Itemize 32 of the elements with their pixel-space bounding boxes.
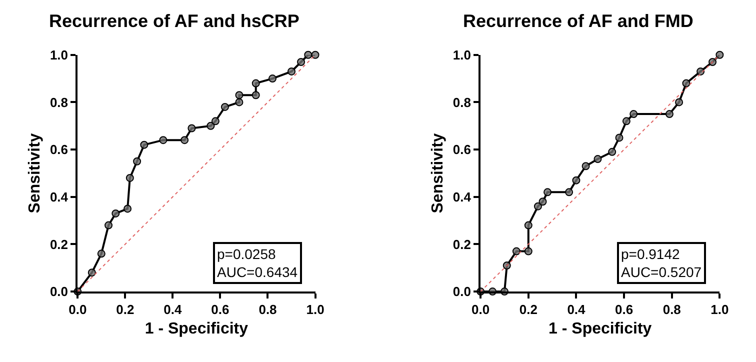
chart-title: Recurrence of AF and FMD [463,11,694,31]
x-tick-label: 0.8 [662,302,681,318]
y-tick-label: 0.2 [452,236,471,252]
y-tick-label: 0.4 [50,189,69,204]
annotation: p=0.0258 AUC=0.6434 [217,246,298,280]
y-tick-label: 0.4 [452,189,472,204]
x-tick-label: 1.0 [710,302,729,318]
y-axis-title: Sensitivity [26,133,44,214]
x-tick-label: 0.6 [615,302,634,318]
y-tick-label: 0.8 [452,94,471,110]
y-axis-title: Sensitivity [429,133,446,214]
y-tick-label: 0.0 [452,284,471,300]
x-axis-title: 1 - Specificity [144,320,248,338]
y-tick-label: 1.0 [50,47,68,62]
chart-title: Recurrence of AF and hsCRP [49,11,300,31]
y-tick-label: 0.2 [50,236,68,252]
x-tick-label: 0.4 [164,302,182,318]
y-tick-label: 0.6 [50,142,68,158]
y-tick-label: 0.6 [452,142,471,158]
x-tick-label: 0.2 [519,302,538,318]
x-tick-label: 1.0 [306,302,324,318]
x-tick-label: 0.8 [258,302,277,318]
y-tick-label: 0.8 [50,94,68,110]
x-tick-label: 0.0 [472,302,490,318]
x-tick-label: 0.2 [116,302,134,318]
x-tick-label: 0.0 [68,302,87,318]
x-tick-label: 0.6 [211,302,230,318]
x-tick-label: 0.4 [567,302,586,318]
y-tick-label: 1.0 [452,47,471,62]
x-axis-title: 1 - Specificity [548,320,652,338]
y-tick-label: 0.0 [50,284,68,300]
annotation: p=0.9142 AUC=0.5207 [621,246,702,280]
